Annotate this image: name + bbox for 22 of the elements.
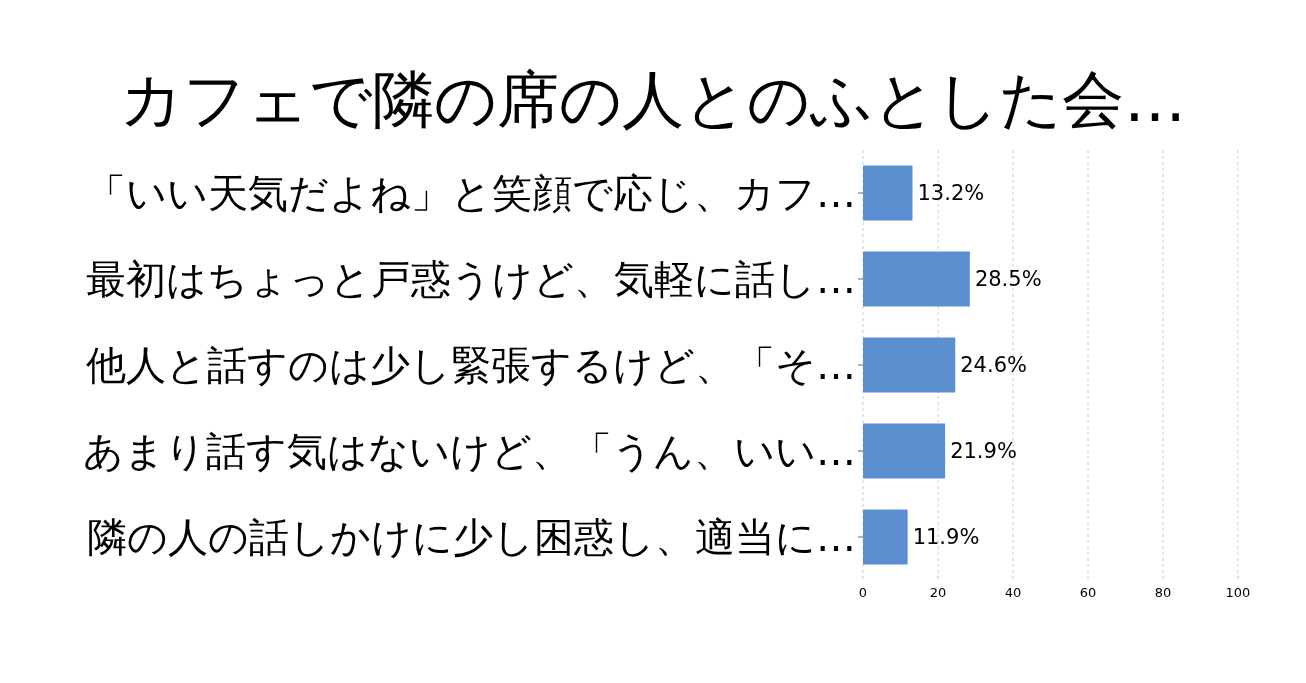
x-tick-label: 100	[1225, 585, 1251, 601]
y-tick-label: 最初はちょっと戸惑うけど、気軽に話し…	[86, 256, 856, 303]
bar	[863, 423, 946, 479]
x-tick-label: 60	[1079, 585, 1097, 601]
x-tick-label: 0	[858, 585, 868, 601]
y-tick-label: あまり話す気はないけど、「うん、いい…	[83, 428, 856, 475]
bar	[863, 165, 913, 221]
data-label: 13.2%	[917, 181, 985, 206]
data-label: 28.5%	[974, 267, 1042, 292]
x-tick-label: 40	[1004, 585, 1022, 601]
chart-title: カフェで隣の席の人とのふとした会…	[119, 62, 1187, 138]
x-tick-label: 80	[1154, 585, 1172, 601]
data-label: 21.9%	[950, 439, 1017, 464]
y-tick-label: 隣の人の話しかけに少し困惑し、適当に…	[87, 514, 856, 561]
data-label: 24.6%	[960, 353, 1027, 378]
bar	[863, 337, 956, 393]
y-tick-label: 他人と話すのは少し緊張するけど、「そ…	[86, 342, 856, 389]
data-label: 11.9%	[912, 525, 980, 550]
bar	[863, 251, 970, 307]
y-tick-label: 「いい天気だよね」と笑顔で応じ、カフ…	[86, 170, 856, 217]
x-tick-label: 20	[929, 585, 947, 601]
bar	[863, 509, 908, 565]
